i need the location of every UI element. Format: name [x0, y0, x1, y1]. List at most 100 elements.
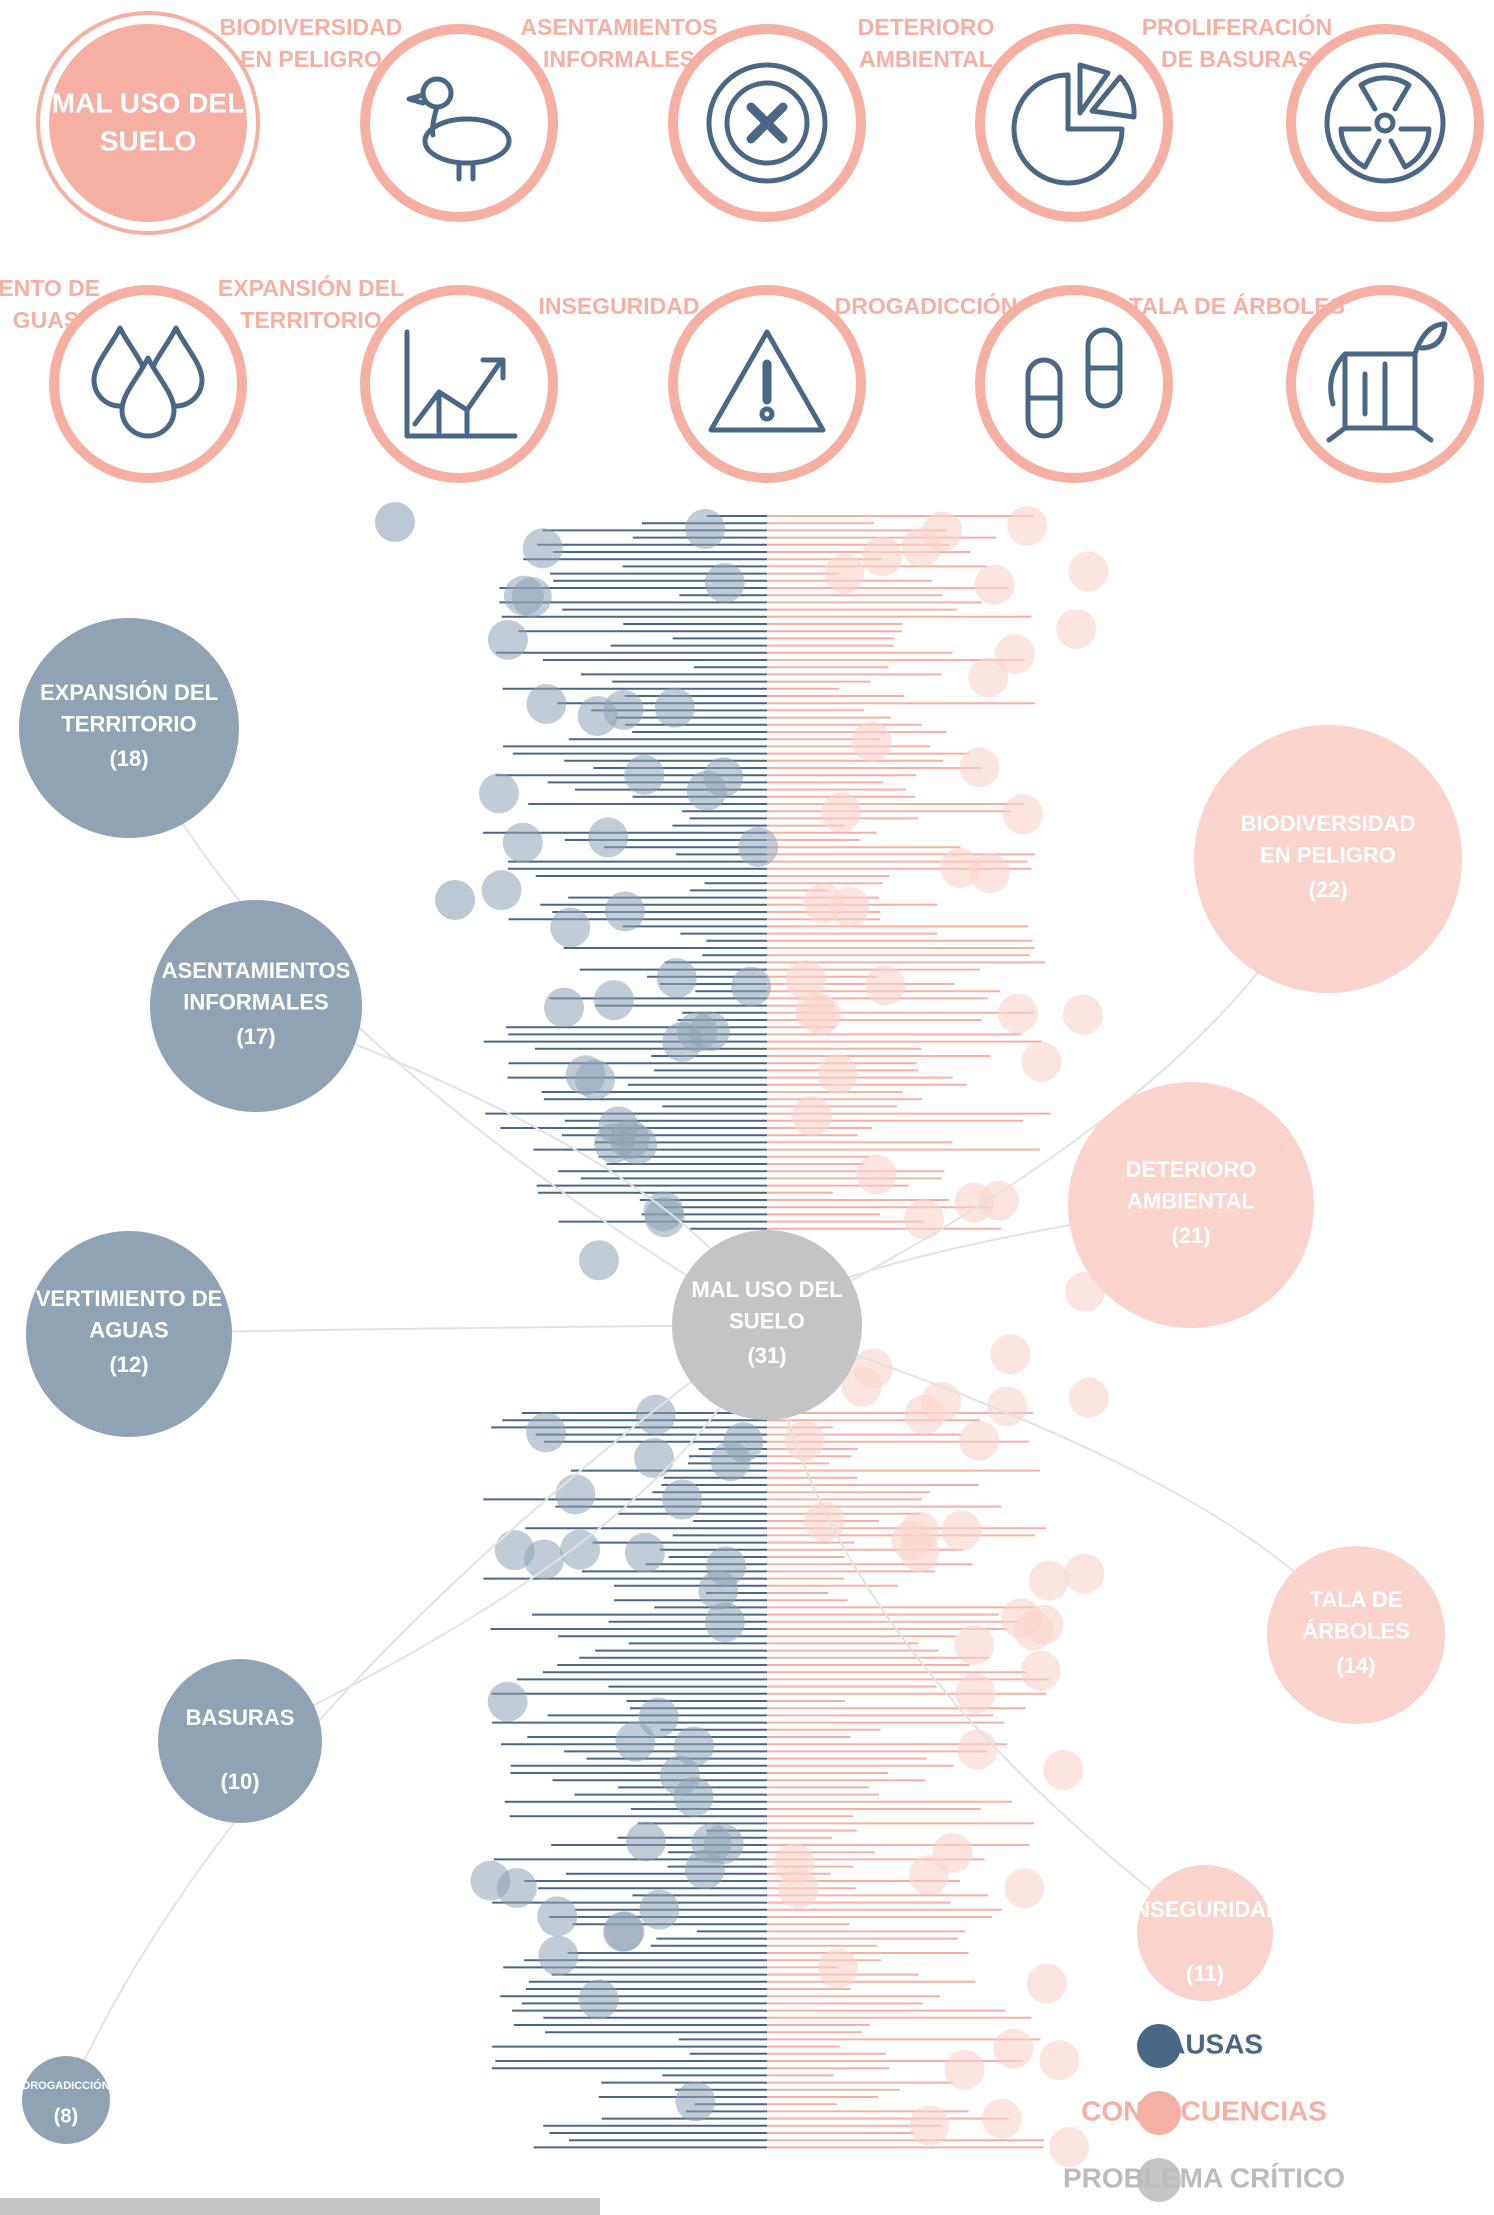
cause-dot [673, 1776, 714, 1817]
node-count: (31) [747, 1343, 786, 1368]
icon [708, 329, 826, 433]
icon-label: INSEGURIDAD [538, 293, 699, 319]
cause-dot [604, 891, 645, 932]
icon-part [724, 80, 810, 166]
cause-dot [593, 980, 634, 1021]
icon-ring [360, 24, 558, 222]
cause-dot [625, 1821, 666, 1862]
cause-dot [685, 509, 726, 550]
icon-part [746, 102, 788, 144]
icon-part [1374, 112, 1396, 134]
cause-dot [560, 1529, 601, 1570]
consequence-dot [1028, 1560, 1069, 1601]
cause-dot [575, 1059, 616, 1100]
consequence-dot [852, 1348, 893, 1389]
icon-part [1326, 321, 1448, 443]
consequence-dot [941, 1510, 982, 1551]
consequence-dot [1043, 1750, 1084, 1791]
cause-dot [738, 827, 779, 868]
consequence-dot [817, 1053, 858, 1094]
icon-label: BIODIVERSIDAD [220, 14, 403, 40]
icon-label: DE BASURAS [1161, 46, 1313, 72]
legend-label: CAUSAS [1145, 2028, 1263, 2059]
icon [91, 325, 205, 439]
consequence-dot [1021, 1041, 1062, 1082]
icon [706, 62, 828, 184]
consequence-dot [1026, 1963, 1067, 2004]
consequence-dot [1004, 1868, 1045, 1909]
icon-ring-outer [36, 11, 260, 235]
cause-dot [496, 1868, 537, 1909]
consequence-dot [774, 1843, 815, 1884]
cause-dot [478, 773, 519, 814]
icon-part [119, 355, 177, 439]
node-label: EXPANSIÓN DEL [40, 680, 218, 705]
consequence-dot [1068, 551, 1109, 592]
node-count: (11) [1186, 1961, 1224, 1986]
cause-dot [602, 1911, 643, 1952]
cause-dot [703, 757, 744, 798]
consequence-dot [944, 2049, 985, 2090]
cause-dot [624, 754, 665, 795]
consequence-dot [795, 991, 836, 1032]
icon-label: DROGADICCIÓN [835, 292, 1018, 319]
node-bubble [19, 618, 239, 838]
icon-label: EN PELIGRO [240, 46, 382, 72]
cause-dot [537, 1896, 578, 1937]
node-label: INFORMALES [183, 990, 328, 1015]
cause-dot [487, 619, 528, 660]
consequence-dot [824, 553, 865, 594]
consequence-dot [998, 993, 1039, 1034]
icon-ring [975, 24, 1173, 222]
icon-ring [360, 285, 558, 483]
icon-label: INFORMALES [543, 46, 695, 72]
icon-label: TALA DE ÁRBOLES [1129, 292, 1345, 319]
consequence-dot [1049, 2126, 1090, 2167]
node-bubble [672, 1230, 862, 1420]
consequence-dot [818, 1948, 859, 1989]
consequence-dot [993, 2028, 1034, 2069]
icon-part [1025, 365, 1123, 401]
cause-dot [706, 1546, 747, 1587]
icon-part [759, 406, 775, 422]
icon-label: SUELO [100, 125, 196, 156]
icon-ring [1286, 24, 1484, 222]
consequence-dot [1062, 994, 1103, 1035]
node-label: TERRITORIO [61, 712, 196, 737]
consequence-dot [1002, 794, 1043, 835]
icon-part [1324, 62, 1446, 184]
node-label: DROGADICCIÓN [22, 2079, 109, 2092]
consequence-dot [969, 853, 1010, 894]
legend-label: CONSECUENCIAS [1081, 2095, 1327, 2126]
cause-dot [704, 1602, 745, 1643]
cause-dot [526, 1412, 567, 1453]
icon-label: AMBIENTAL [859, 46, 993, 72]
consequence-dot [821, 792, 862, 833]
node-label: SUELO [729, 1309, 805, 1334]
node-label: ÁRBOLES [1302, 1619, 1410, 1644]
consequence-dot [979, 1180, 1020, 1221]
icon-label: IENTO DE [0, 275, 100, 301]
icon-label: EXPANSIÓN DEL [218, 274, 404, 301]
icon-part [708, 329, 826, 433]
node-label: BASURAS [186, 1705, 295, 1730]
cause-dot [511, 577, 552, 618]
node-count: (10) [220, 1769, 259, 1794]
icon-part [706, 62, 828, 184]
node-label: AGUAS [89, 1318, 168, 1343]
node-label: MAL USO DEL [691, 1277, 842, 1302]
cause-dot [588, 817, 629, 858]
cause-dot [481, 870, 522, 911]
node-count: (21) [1171, 1223, 1210, 1248]
consequence-dot [1007, 505, 1048, 546]
cause-dot [487, 1681, 528, 1722]
cause-dot [710, 1441, 751, 1482]
node-label: BIODIVERSIDAD [1241, 811, 1416, 836]
consequence-dot [981, 2098, 1022, 2139]
consequence-dot [959, 1420, 1000, 1461]
node-bubble [1267, 1546, 1445, 1724]
cause-dot [550, 907, 591, 948]
node-label: INSEGURIDAD [1128, 1897, 1282, 1922]
icon-label: PROLIFERACIÓN [1142, 13, 1332, 40]
node-bubble [158, 1659, 322, 1823]
